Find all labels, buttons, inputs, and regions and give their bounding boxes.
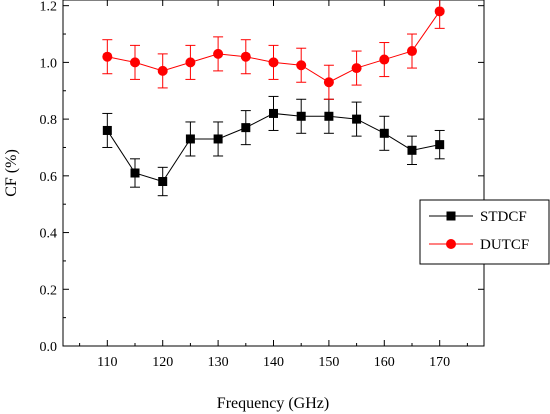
data-point [102, 125, 112, 135]
y-tick-label: 0.0 [40, 340, 58, 355]
data-point [351, 63, 362, 74]
x-axis-ticks: 110 120 130 140 150 160 170 [79, 0, 468, 370]
series-layer [102, 0, 445, 197]
data-point [241, 123, 251, 133]
data-point [435, 140, 445, 150]
data-point [434, 6, 445, 17]
x-tick-label: 170 [429, 355, 450, 370]
x-tick-label: 130 [208, 355, 229, 370]
data-point [407, 145, 417, 155]
y-axis-label: CF (%) [3, 149, 20, 197]
x-axis-label: Frequency (GHz) [217, 395, 329, 412]
data-point [213, 48, 224, 59]
y-tick-label: 0.8 [40, 113, 58, 128]
legend-marker [446, 211, 456, 221]
data-point [324, 111, 334, 121]
legend-label-dutcf: DUTCF [480, 237, 529, 253]
data-point [185, 134, 195, 144]
x-tick-label: 160 [374, 355, 395, 370]
data-point [323, 77, 334, 88]
data-point [185, 57, 196, 68]
data-point [296, 111, 306, 121]
legend-label-stdcf: STDCF [480, 209, 527, 225]
data-point [157, 65, 168, 76]
y-tick-label: 0.4 [40, 227, 58, 242]
x-tick-label: 110 [97, 355, 117, 370]
legend-marker [446, 239, 456, 249]
data-point [296, 60, 307, 71]
legend: STDCF DUTCF [419, 199, 550, 265]
data-point [130, 57, 141, 68]
series-stdcf [102, 95, 445, 197]
data-point [240, 51, 251, 62]
data-point [269, 108, 278, 118]
legend-box [419, 199, 550, 265]
y-tick-label: 0.2 [40, 283, 58, 298]
y-tick-label: 0.6 [40, 170, 58, 185]
data-point [130, 168, 140, 178]
data-point [213, 134, 223, 144]
x-tick-label: 120 [152, 355, 173, 370]
y-tick-label: 1.2 [40, 0, 58, 15]
series-dutcf [102, 0, 445, 100]
y-axis-ticks: 0.0 0.2 0.4 0.6 0.8 1.0 1.2 [40, 0, 484, 355]
data-point [268, 57, 279, 68]
y-tick-label: 1.0 [40, 56, 58, 71]
x-tick-label: 140 [263, 355, 284, 370]
data-point [352, 114, 362, 124]
data-point [102, 51, 113, 62]
data-point [379, 54, 390, 65]
data-point [379, 128, 389, 138]
data-point [406, 46, 417, 57]
x-tick-label: 150 [318, 355, 339, 370]
data-point [158, 177, 168, 187]
